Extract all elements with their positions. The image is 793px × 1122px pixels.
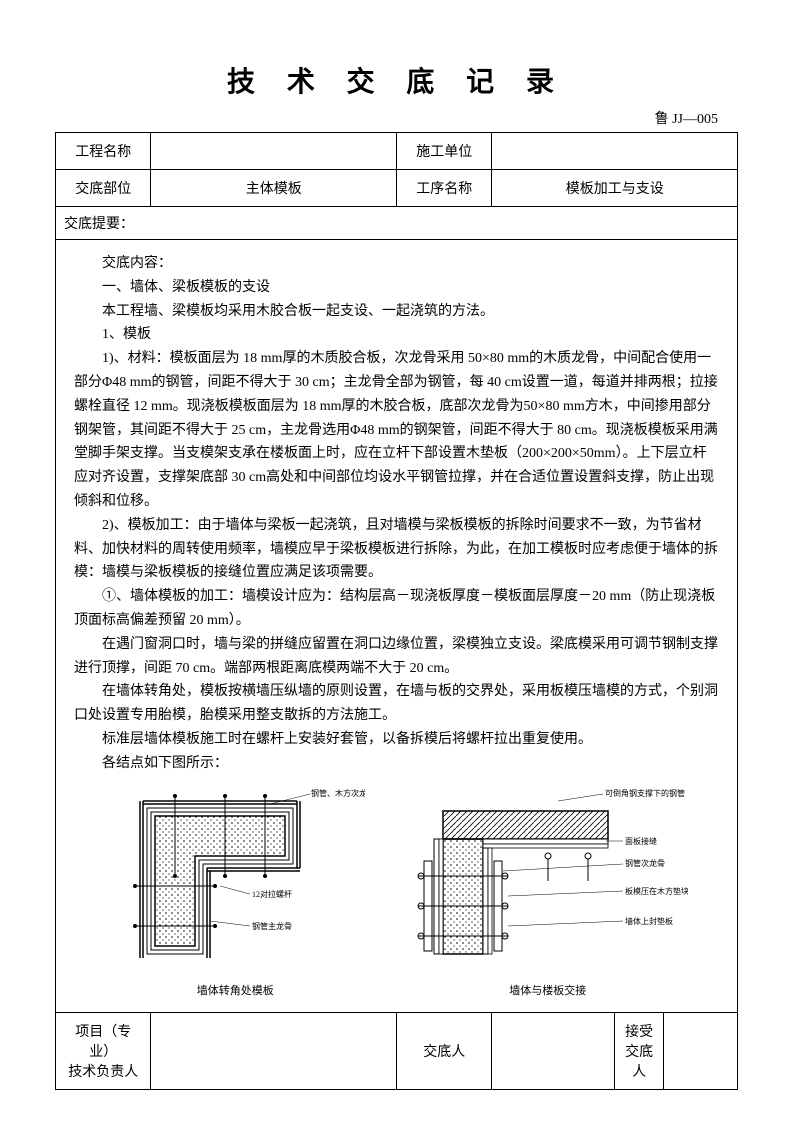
- content-heading: 交底内容：: [74, 252, 719, 276]
- footer-right-group: 接受 交底人: [492, 1013, 738, 1090]
- diagrams-container: 钢管、木方次龙骨 12对拉螺杆 钢管主龙骨 墙体转角处模板: [74, 786, 719, 1001]
- construction-unit-label: 施工单位: [396, 133, 491, 170]
- paragraph-2: 2)、模板加工：由于墙体与梁板一起浇筑，且对墙模与梁板模板的拆除时间要求不一致，…: [74, 514, 719, 585]
- diagram-left-caption: 墙体转角处模板: [197, 982, 274, 1001]
- sub1-title: 1、模板: [74, 323, 719, 347]
- footer-discloser-label: 交底人: [396, 1013, 491, 1090]
- footer-tech-lead-label: 项目（专业） 技术负责人: [56, 1013, 151, 1090]
- paragraph-1: 1)、材料：模板面层为 18 mm厚的木质胶合板，次龙骨采用 50×80 mm的…: [74, 347, 719, 514]
- footer-discloser-value: [492, 1013, 614, 1089]
- paragraph-3: ①、墙体模板的加工：墙模设计应为：结构层高－现浇板厚度－模板面层厚度－20 mm…: [74, 585, 719, 633]
- intro-text: 本工程墙、梁模板均采用木胶合板一起支设、一起浇筑的方法。: [74, 300, 719, 324]
- diagram-right: 可倒角钢支撑下的钢管 面板接缝 钢管次龙骨 板模压在木方垫块上 墙体上封垫板 墙…: [408, 786, 688, 1001]
- diag-left-label-1: 钢管、木方次龙骨: [311, 788, 365, 798]
- header-row-1: 工程名称 施工单位: [56, 133, 738, 170]
- process-name-label: 工序名称: [396, 170, 491, 207]
- diag-right-label-5: 墙体上封垫板: [625, 916, 673, 926]
- header-row-2: 交底部位 主体模板 工序名称 模板加工与支设: [56, 170, 738, 207]
- footer-col3-line1: 接受: [625, 1025, 653, 1040]
- process-name-value: 模板加工与支设: [492, 170, 738, 207]
- footer-col1-line1: 项目（专业）: [75, 1025, 131, 1060]
- footer-receiver-label: 接受 交底人: [615, 1013, 664, 1089]
- project-name-label: 工程名称: [56, 133, 151, 170]
- diagram-left: 钢管、木方次龙骨 12对拉螺杆 钢管主龙骨 墙体转角处模板: [105, 786, 365, 1001]
- paragraph-4: 在遇门窗洞口时，墙与梁的拼缝应留置在洞口边缘位置，梁模独立支设。梁底模采用可调节…: [74, 633, 719, 681]
- footer-col3-line2: 交底人: [625, 1045, 653, 1080]
- project-name-value: [151, 133, 397, 170]
- diag-right-label-2: 面板接缝: [625, 836, 657, 846]
- footer-tech-lead-value: [151, 1013, 397, 1090]
- footer-row: 项目（专业） 技术负责人 交底人 接受 交底人: [56, 1013, 738, 1090]
- page-title: 技 术 交 底 记 录: [55, 60, 738, 100]
- footer-col1-line2: 技术负责人: [68, 1065, 138, 1080]
- summary-row: 交底提要：: [56, 207, 738, 240]
- disclosure-part-value: 主体模板: [151, 170, 397, 207]
- corner-formwork-diagram: 钢管、木方次龙骨 12对拉螺杆 钢管主龙骨: [105, 786, 365, 976]
- paragraph-5: 在墙体转角处，模板按横墙压纵墙的原则设置，在墙与板的交界处，采用板模压墙模的方式…: [74, 680, 719, 728]
- disclosure-part-label: 交底部位: [56, 170, 151, 207]
- section1-title: 一、墙体、梁板模板的支设: [74, 276, 719, 300]
- summary-cell: 交底提要：: [56, 207, 738, 240]
- diag-right-label-1: 可倒角钢支撑下的钢管: [605, 788, 685, 798]
- paragraph-7: 各结点如下图所示：: [74, 752, 719, 776]
- paragraph-6: 标准层墙体模板施工时在螺杆上安装好套管，以备拆模后将螺杆拉出重复使用。: [74, 728, 719, 752]
- footer-receiver-value: [664, 1013, 737, 1089]
- document-code: 鲁 JJ—005: [55, 108, 738, 128]
- diagram-right-caption: 墙体与楼板交接: [509, 982, 586, 1001]
- content-cell: 交底内容： 一、墙体、梁板模板的支设 本工程墙、梁模板均采用木胶合板一起支设、一…: [56, 240, 738, 1013]
- diag-left-label-2: 12对拉螺杆: [252, 889, 292, 899]
- content-row: 交底内容： 一、墙体、梁板模板的支设 本工程墙、梁模板均采用木胶合板一起支设、一…: [56, 240, 738, 1013]
- construction-unit-value: [492, 133, 738, 170]
- diag-right-label-3: 钢管次龙骨: [625, 858, 665, 868]
- diag-right-label-4: 板模压在木方垫块上: [625, 886, 688, 896]
- diag-left-label-3: 钢管主龙骨: [252, 921, 292, 931]
- record-table: 工程名称 施工单位 交底部位 主体模板 工序名称 模板加工与支设 交底提要： 交…: [55, 132, 738, 1090]
- wall-slab-joint-diagram: 可倒角钢支撑下的钢管 面板接缝 钢管次龙骨 板模压在木方垫块上 墙体上封垫板: [408, 786, 688, 976]
